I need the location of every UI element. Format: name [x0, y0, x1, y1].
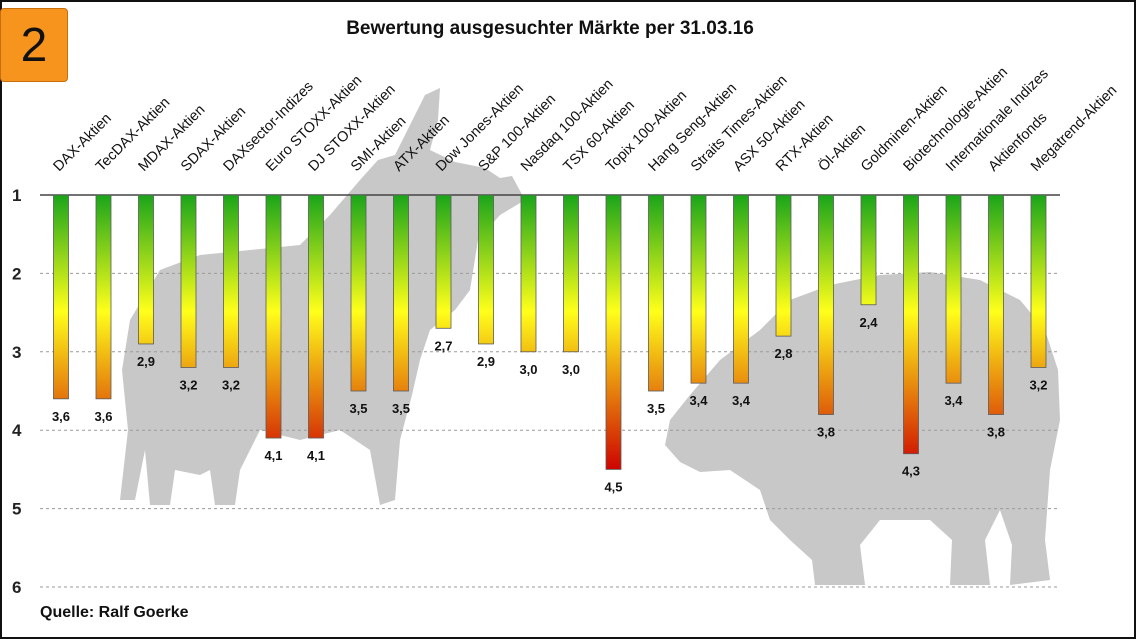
- bar: [478, 194, 494, 345]
- value-label: 2,4: [859, 315, 878, 330]
- y-tick-label: 2: [12, 264, 21, 283]
- slide-number: 2: [20, 18, 48, 72]
- bar: [308, 194, 324, 439]
- bar: [1030, 194, 1047, 368]
- category-label: S&P 100-Aktien: [476, 91, 560, 175]
- value-label: 3,5: [392, 401, 410, 416]
- bar: [393, 194, 409, 392]
- value-label: 3,0: [519, 362, 537, 377]
- value-label: 3,6: [94, 409, 112, 424]
- value-label: 3,5: [647, 401, 665, 416]
- bar: [563, 194, 579, 353]
- bar: [903, 194, 919, 455]
- y-tick-label: 3: [12, 343, 21, 362]
- value-label: 3,4: [689, 393, 708, 408]
- value-label: 3,4: [732, 393, 751, 408]
- value-label: 4,5: [604, 479, 622, 494]
- bar: [53, 194, 69, 400]
- bar: [520, 194, 537, 353]
- bar: [95, 194, 112, 400]
- value-label: 3,8: [817, 425, 835, 440]
- bar: [775, 194, 792, 337]
- source-note: Quelle: Ralf Goerke: [40, 604, 189, 621]
- chart-title: Bewertung ausgesuchter Märkte per 31.03.…: [346, 18, 754, 39]
- bar: [733, 194, 749, 384]
- bar: [138, 194, 154, 345]
- y-tick-label: 5: [12, 500, 21, 519]
- value-label: 4,1: [264, 448, 282, 463]
- y-tick-label: 1: [12, 186, 21, 205]
- bar: [265, 194, 282, 439]
- value-label: 4,1: [307, 448, 325, 463]
- bar: [818, 194, 834, 415]
- bar: [945, 194, 962, 384]
- bar: [223, 194, 239, 368]
- bar: [435, 194, 452, 329]
- value-label: 2,9: [137, 354, 155, 369]
- value-label: 3,2: [179, 377, 197, 392]
- slide-number-badge: 2: [0, 8, 68, 82]
- bar: [350, 194, 367, 392]
- bar: [648, 194, 664, 392]
- value-label: 3,6: [52, 409, 70, 424]
- category-label: TecDAX-Aktien: [93, 95, 173, 175]
- value-label: 3,2: [222, 377, 240, 392]
- bar: [180, 194, 197, 368]
- value-label: 3,2: [1029, 377, 1047, 392]
- bar: [988, 194, 1004, 415]
- value-label: 3,4: [944, 393, 963, 408]
- value-label: 3,0: [562, 362, 580, 377]
- value-label: 3,5: [349, 401, 367, 416]
- bar: [690, 194, 707, 384]
- y-tick-label: 6: [12, 578, 21, 597]
- bar: [605, 194, 622, 470]
- value-label: 2,7: [434, 338, 452, 353]
- value-label: 4,3: [902, 464, 920, 479]
- bar: [860, 194, 877, 306]
- value-label: 2,9: [477, 354, 495, 369]
- value-label: 2,8: [774, 346, 792, 361]
- y-tick-label: 4: [12, 421, 22, 440]
- value-label: 3,8: [987, 425, 1005, 440]
